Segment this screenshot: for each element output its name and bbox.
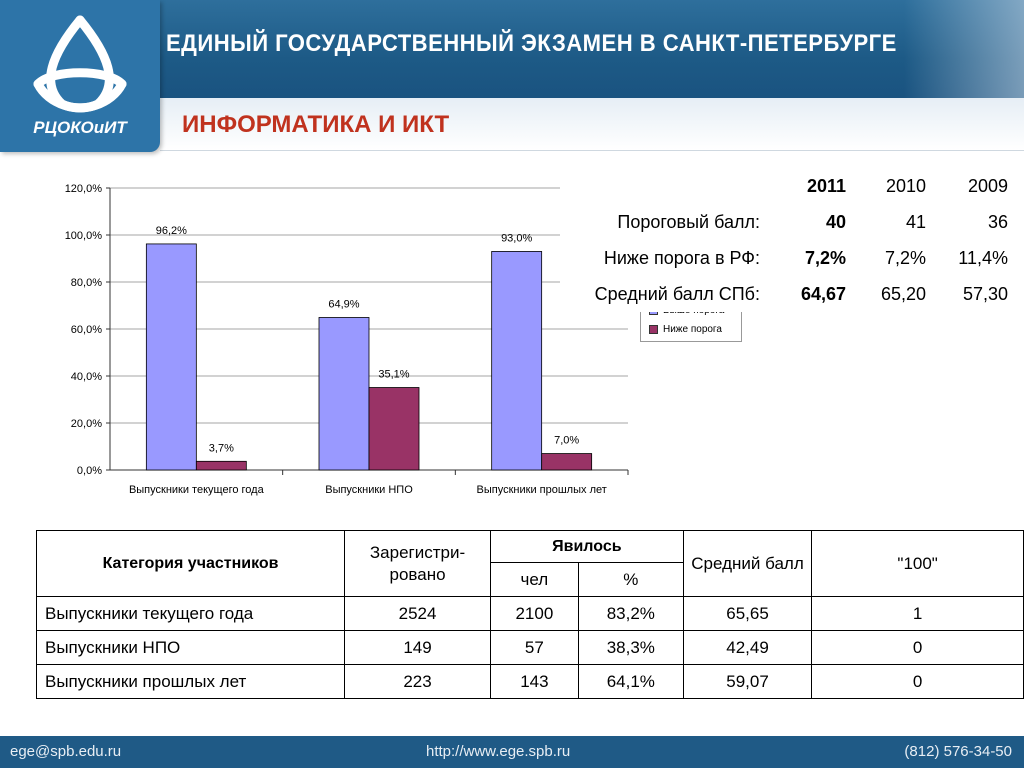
data-label: 96,2%: [156, 225, 187, 237]
row-people: 143: [489, 664, 579, 699]
header-title: ЕДИНЫЙ ГОСУДАРСТВЕННЫЙ ЭКЗАМЕН В САНКТ-П…: [166, 30, 897, 57]
logo-text: РЦОКОиИТ: [33, 118, 127, 137]
row-registered: 2524: [344, 596, 491, 631]
summary-label: Ниже порога в РФ:: [603, 247, 760, 268]
summary-value: 65,20: [880, 283, 926, 304]
y-tick-label: 120,0%: [65, 183, 103, 195]
footer-bar: ege@spb.edu.ru http://www.ege.spb.ru (81…: [0, 736, 1024, 768]
col-header-average: Средний балл: [682, 530, 813, 597]
summary-value: 40: [825, 211, 846, 232]
summary-value: 36: [987, 211, 1008, 232]
row-average: 59,07: [682, 664, 813, 699]
y-tick-label: 100,0%: [65, 230, 103, 242]
summary-row: Средний балл СПб: 64,67 65,20 57,30: [560, 276, 1014, 312]
footer-email-link[interactable]: ege@spb.edu.ru: [10, 743, 122, 760]
table-row: Выпускники текущего года 2524 2100 83,2%…: [35, 596, 1024, 631]
data-label: 93,0%: [501, 232, 532, 244]
col-header-appeared: Явилось: [489, 530, 684, 563]
logo-knot-icon: [33, 15, 127, 113]
x-category-label: Выпускники текущего года: [129, 484, 265, 496]
participants-table: Категория участников Зарегистри-рованo Я…: [35, 530, 1024, 699]
legend-label-below: Ниже порога: [663, 323, 722, 335]
legend-swatch-below: [649, 324, 658, 334]
subject-title: ИНФОРМАТИКА И ИКТ: [182, 111, 450, 138]
y-tick-label: 80,0%: [71, 277, 102, 289]
col-header-category: Категория участников: [35, 530, 346, 597]
table-row: Выпускники прошлых лет 223 143 64,1% 59,…: [35, 664, 1024, 699]
footer-url-link[interactable]: http://www.ege.spb.ru: [426, 743, 571, 760]
table-row: Выпускники НПО 149 57 38,3% 42,49 0: [35, 630, 1024, 665]
summary-value: 64,67: [800, 283, 846, 304]
col-header-people: чел: [489, 562, 579, 597]
col-header-registered-text: Зарегистри-рованo: [369, 542, 466, 584]
summary-value: 7,2%: [804, 247, 846, 268]
summary-label: Пороговый балл:: [617, 211, 760, 232]
footer-phone: (812) 576-34-50: [904, 743, 1012, 760]
summary-value: 11,4%: [958, 247, 1008, 268]
summary-value: 7,2%: [884, 247, 926, 268]
row-registered: 149: [344, 630, 491, 665]
x-category-label: Выпускники НПО: [325, 484, 413, 496]
data-label: 7,0%: [554, 435, 579, 447]
col-header-registered: Зарегистри-рованo: [344, 530, 491, 597]
y-tick-label: 0,0%: [77, 465, 102, 477]
y-tick-label: 20,0%: [71, 418, 102, 430]
row-hundred: 0: [811, 630, 1024, 665]
y-tick-label: 60,0%: [71, 324, 102, 336]
data-label: 64,9%: [328, 298, 359, 310]
x-category-label: Выпускники прошлых лет: [477, 484, 607, 496]
col-header-percent: %: [577, 562, 684, 597]
legend-item-below: Ниже порога: [649, 322, 722, 336]
summary-row: Пороговый балл: 40 41 36: [560, 204, 1014, 240]
bar-above-threshold: [318, 317, 370, 471]
col-header-hundred: "100": [811, 530, 1024, 597]
row-hundred: 1: [811, 596, 1024, 631]
row-average: 65,65: [682, 596, 813, 631]
row-average: 42,49: [682, 630, 813, 665]
year-2009: 2009: [967, 175, 1008, 196]
data-label: 3,7%: [209, 442, 234, 454]
row-percent: 83,2%: [577, 596, 684, 631]
summary-label: Средний балл СПб:: [594, 283, 760, 304]
summary-row: Ниже порога в РФ: 7,2% 7,2% 11,4%: [560, 240, 1014, 276]
row-percent: 38,3%: [577, 630, 684, 665]
bar-below-threshold: [195, 460, 247, 471]
summary-value: 41: [905, 211, 926, 232]
table-header-row: Категория участников Зарегистри-рованo Я…: [35, 530, 1024, 597]
year-2011: 2011: [806, 175, 846, 196]
bar-below-threshold: [541, 453, 593, 471]
summary-year-row: 2011 2010 2009: [560, 168, 1014, 204]
header-monument-image: [904, 0, 1024, 98]
bar-below-threshold: [368, 387, 420, 471]
row-category: Выпускники НПО: [35, 630, 346, 665]
row-category: Выпускники текущего года: [35, 596, 346, 631]
bar-chart: 0,0% 20,0% 40,0% 60,0% 80,0% 100,0% 120,0% 96,2…: [65, 183, 629, 496]
row-category: Выпускники прошлых лет: [35, 664, 346, 699]
y-tick-label: 40,0%: [71, 371, 102, 383]
summary-table: 2011 2010 2009 Пороговый балл: 40 41 36 …: [560, 168, 1014, 312]
logo: РЦОКОиИТ: [0, 0, 160, 152]
row-people: 57: [489, 630, 579, 665]
row-registered: 223: [344, 664, 491, 699]
year-2010: 2010: [885, 175, 926, 196]
bar-above-threshold: [491, 251, 543, 471]
header-bar: ЕДИНЫЙ ГОСУДАРСТВЕННЫЙ ЭКЗАМЕН В САНКТ-П…: [0, 0, 1024, 98]
row-people: 2100: [489, 596, 579, 631]
summary-value: 57,30: [962, 283, 1008, 304]
row-hundred: 0: [811, 664, 1024, 699]
bar-above-threshold: [145, 243, 197, 471]
data-label: 35,1%: [378, 369, 409, 381]
table-subheader-row: чел %: [37, 562, 1024, 597]
subject-band: [160, 98, 1024, 151]
row-percent: 64,1%: [577, 664, 684, 699]
